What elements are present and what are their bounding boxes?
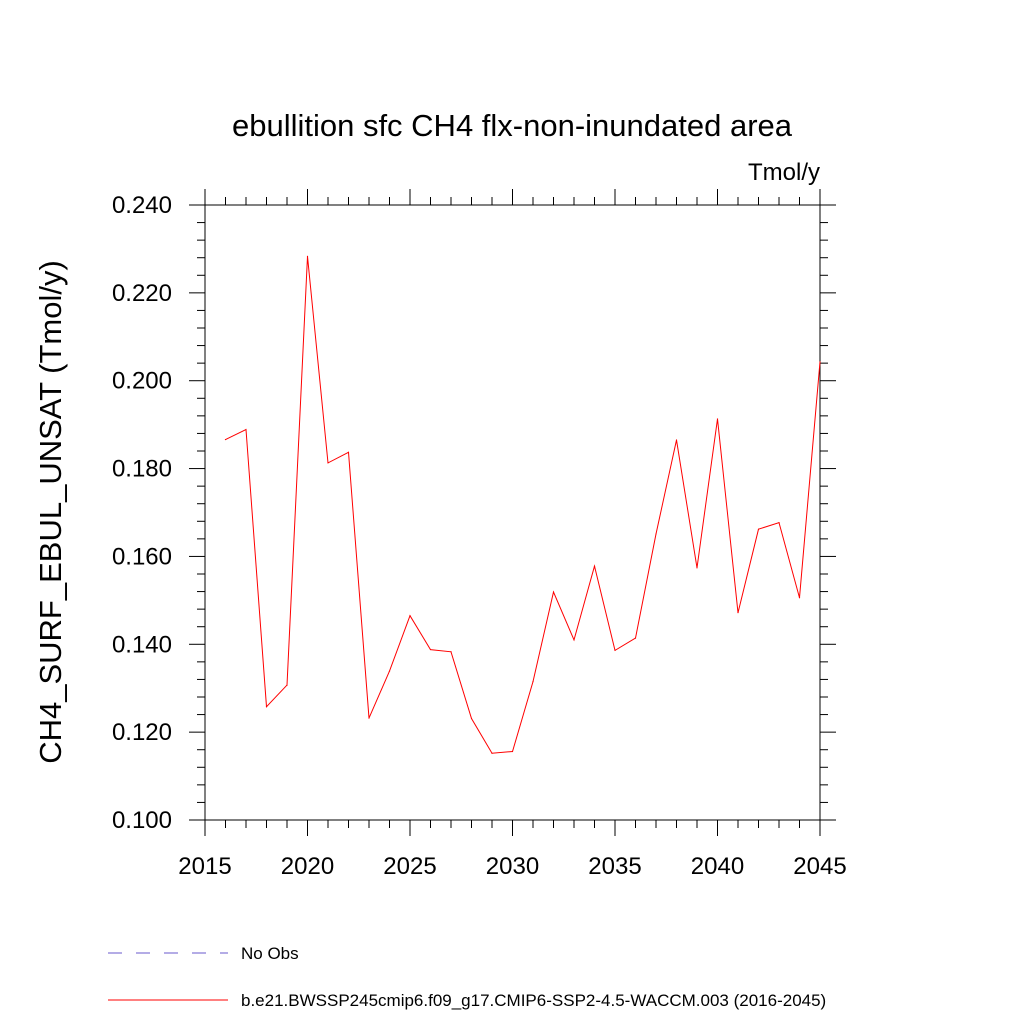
y-tick-labels: 0.100 0.120 0.140 0.160 0.180 0.200 0.220 0.240	[112, 192, 172, 834]
units-label: Tmol/y	[748, 159, 820, 186]
y-tick-label: 0.160	[112, 543, 172, 570]
x-tick-label: 2035	[588, 853, 641, 880]
y-tick-label: 0.100	[112, 807, 172, 834]
data-point	[286, 684, 288, 686]
data-point	[675, 439, 678, 441]
data-point	[409, 615, 411, 617]
data-point	[388, 670, 391, 672]
y-tick-label: 0.180	[112, 456, 172, 483]
data-point	[347, 451, 350, 453]
data-point	[696, 567, 698, 569]
data-point	[491, 752, 493, 754]
x-tick-label: 2020	[281, 853, 334, 880]
x-tick-label: 2045	[793, 853, 846, 880]
data-point	[245, 428, 247, 431]
data-points	[224, 255, 821, 754]
y-axis-label: CH4_SURF_EBUL_UNSAT (Tmol/y)	[33, 260, 68, 764]
y-tick-label: 0.240	[112, 192, 172, 219]
data-point	[224, 438, 227, 441]
data-point	[614, 649, 616, 652]
data-point	[573, 639, 575, 641]
data-point	[511, 750, 514, 753]
data-point	[327, 462, 329, 464]
x-tick-label: 2015	[178, 853, 231, 880]
x-tick-label: 2025	[383, 853, 436, 880]
data-point	[552, 591, 555, 593]
data-point	[450, 651, 452, 653]
data-point	[593, 565, 596, 567]
legend-label-no-obs: No Obs	[241, 944, 299, 963]
data-point	[532, 681, 534, 683]
data-point	[716, 418, 719, 420]
data-point	[306, 255, 309, 257]
x-tick-label: 2030	[486, 853, 539, 880]
chart-title: ebullition sfc CH4 flx-non-inundated are…	[232, 108, 793, 143]
data-point	[470, 717, 473, 720]
data-point	[634, 637, 637, 639]
data-point	[778, 522, 780, 524]
data-point	[757, 528, 760, 530]
y-tick-label: 0.200	[112, 368, 172, 395]
y-tick-label: 0.140	[112, 631, 172, 658]
data-point	[819, 361, 821, 363]
x-tick-label: 2040	[691, 853, 744, 880]
axis-ticks	[189, 189, 836, 836]
x-tick-labels: 2015 2020 2025 2030 2035 2040 2045	[178, 853, 846, 880]
data-point	[429, 648, 432, 651]
data-point	[737, 612, 739, 614]
y-tick-label: 0.120	[112, 719, 172, 746]
y-tick-label: 0.220	[112, 280, 172, 307]
data-point	[798, 597, 801, 599]
data-point	[655, 533, 657, 535]
legend-label-waccm: b.e21.BWSSP245cmip6.f09_g17.CMIP6-SSP2-4…	[241, 991, 826, 1010]
data-point	[265, 706, 268, 708]
data-point	[368, 717, 370, 719]
series-line	[225, 256, 821, 754]
legend: No Obs b.e21.BWSSP245cmip6.f09_g17.CMIP6…	[108, 944, 826, 1010]
